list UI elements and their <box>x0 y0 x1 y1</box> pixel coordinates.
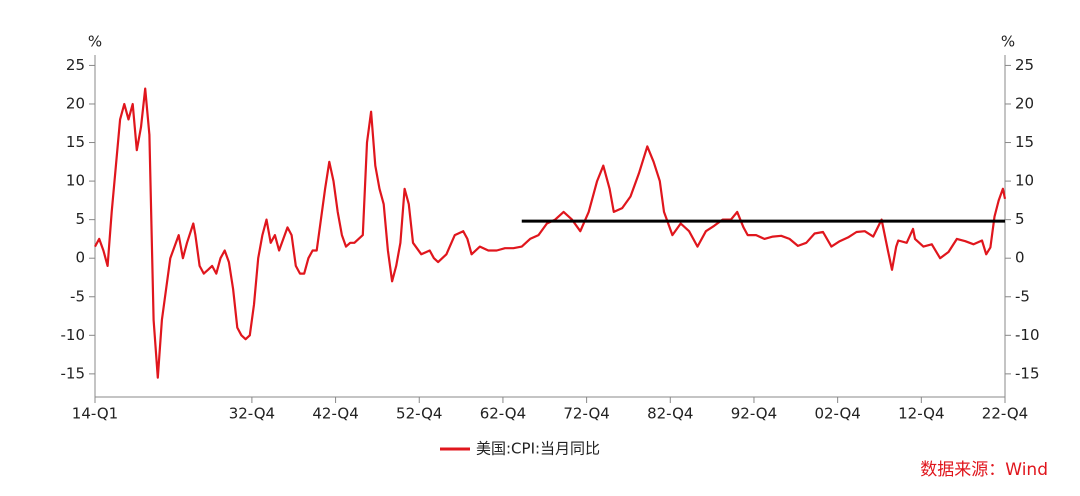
y-tick-label: -15 <box>61 364 86 382</box>
y-tick-label: 10 <box>66 172 85 190</box>
y2-tick-label: 20 <box>1015 94 1034 112</box>
y-tick-label: -5 <box>70 287 85 305</box>
x-tick-label: 72-Q4 <box>563 405 609 423</box>
y2-tick-label: -10 <box>1015 326 1040 344</box>
x-tick-label: 32-Q4 <box>229 405 275 423</box>
x-tick-label: 92-Q4 <box>731 405 777 423</box>
y-tick-label: -10 <box>61 326 86 344</box>
y-tick-label: 20 <box>66 94 85 112</box>
y2-tick-label: 0 <box>1015 249 1025 267</box>
legend-label: 美国:CPI:当月同比 <box>476 440 600 458</box>
x-tick-label: 12-Q4 <box>898 405 944 423</box>
y2-axis-label: % <box>1001 33 1015 51</box>
x-tick-label: 22-Q4 <box>982 405 1028 423</box>
x-tick-label: 14-Q1 <box>72 405 118 423</box>
y2-tick-label: -15 <box>1015 364 1040 382</box>
y2-tick-label: 5 <box>1015 210 1025 228</box>
y-tick-label: 0 <box>75 249 85 267</box>
source-note: 数据来源：Wind <box>920 460 1048 480</box>
y2-tick-label: 10 <box>1015 172 1034 190</box>
cpi-line <box>94 87 1007 379</box>
y-tick-label: 25 <box>66 56 85 74</box>
y2-tick-label: -5 <box>1015 287 1030 305</box>
y-axis-label: % <box>88 33 102 51</box>
x-tick-label: 42-Q4 <box>312 405 358 423</box>
x-tick-label: 82-Q4 <box>647 405 693 423</box>
x-tick-label: 62-Q4 <box>480 405 526 423</box>
x-tick-label: 02-Q4 <box>814 405 860 423</box>
y2-tick-label: 25 <box>1015 56 1034 74</box>
y2-tick-label: 15 <box>1015 133 1034 151</box>
y-tick-label: 15 <box>66 133 85 151</box>
x-tick-label: 52-Q4 <box>396 405 442 423</box>
y-tick-label: 5 <box>75 210 85 228</box>
